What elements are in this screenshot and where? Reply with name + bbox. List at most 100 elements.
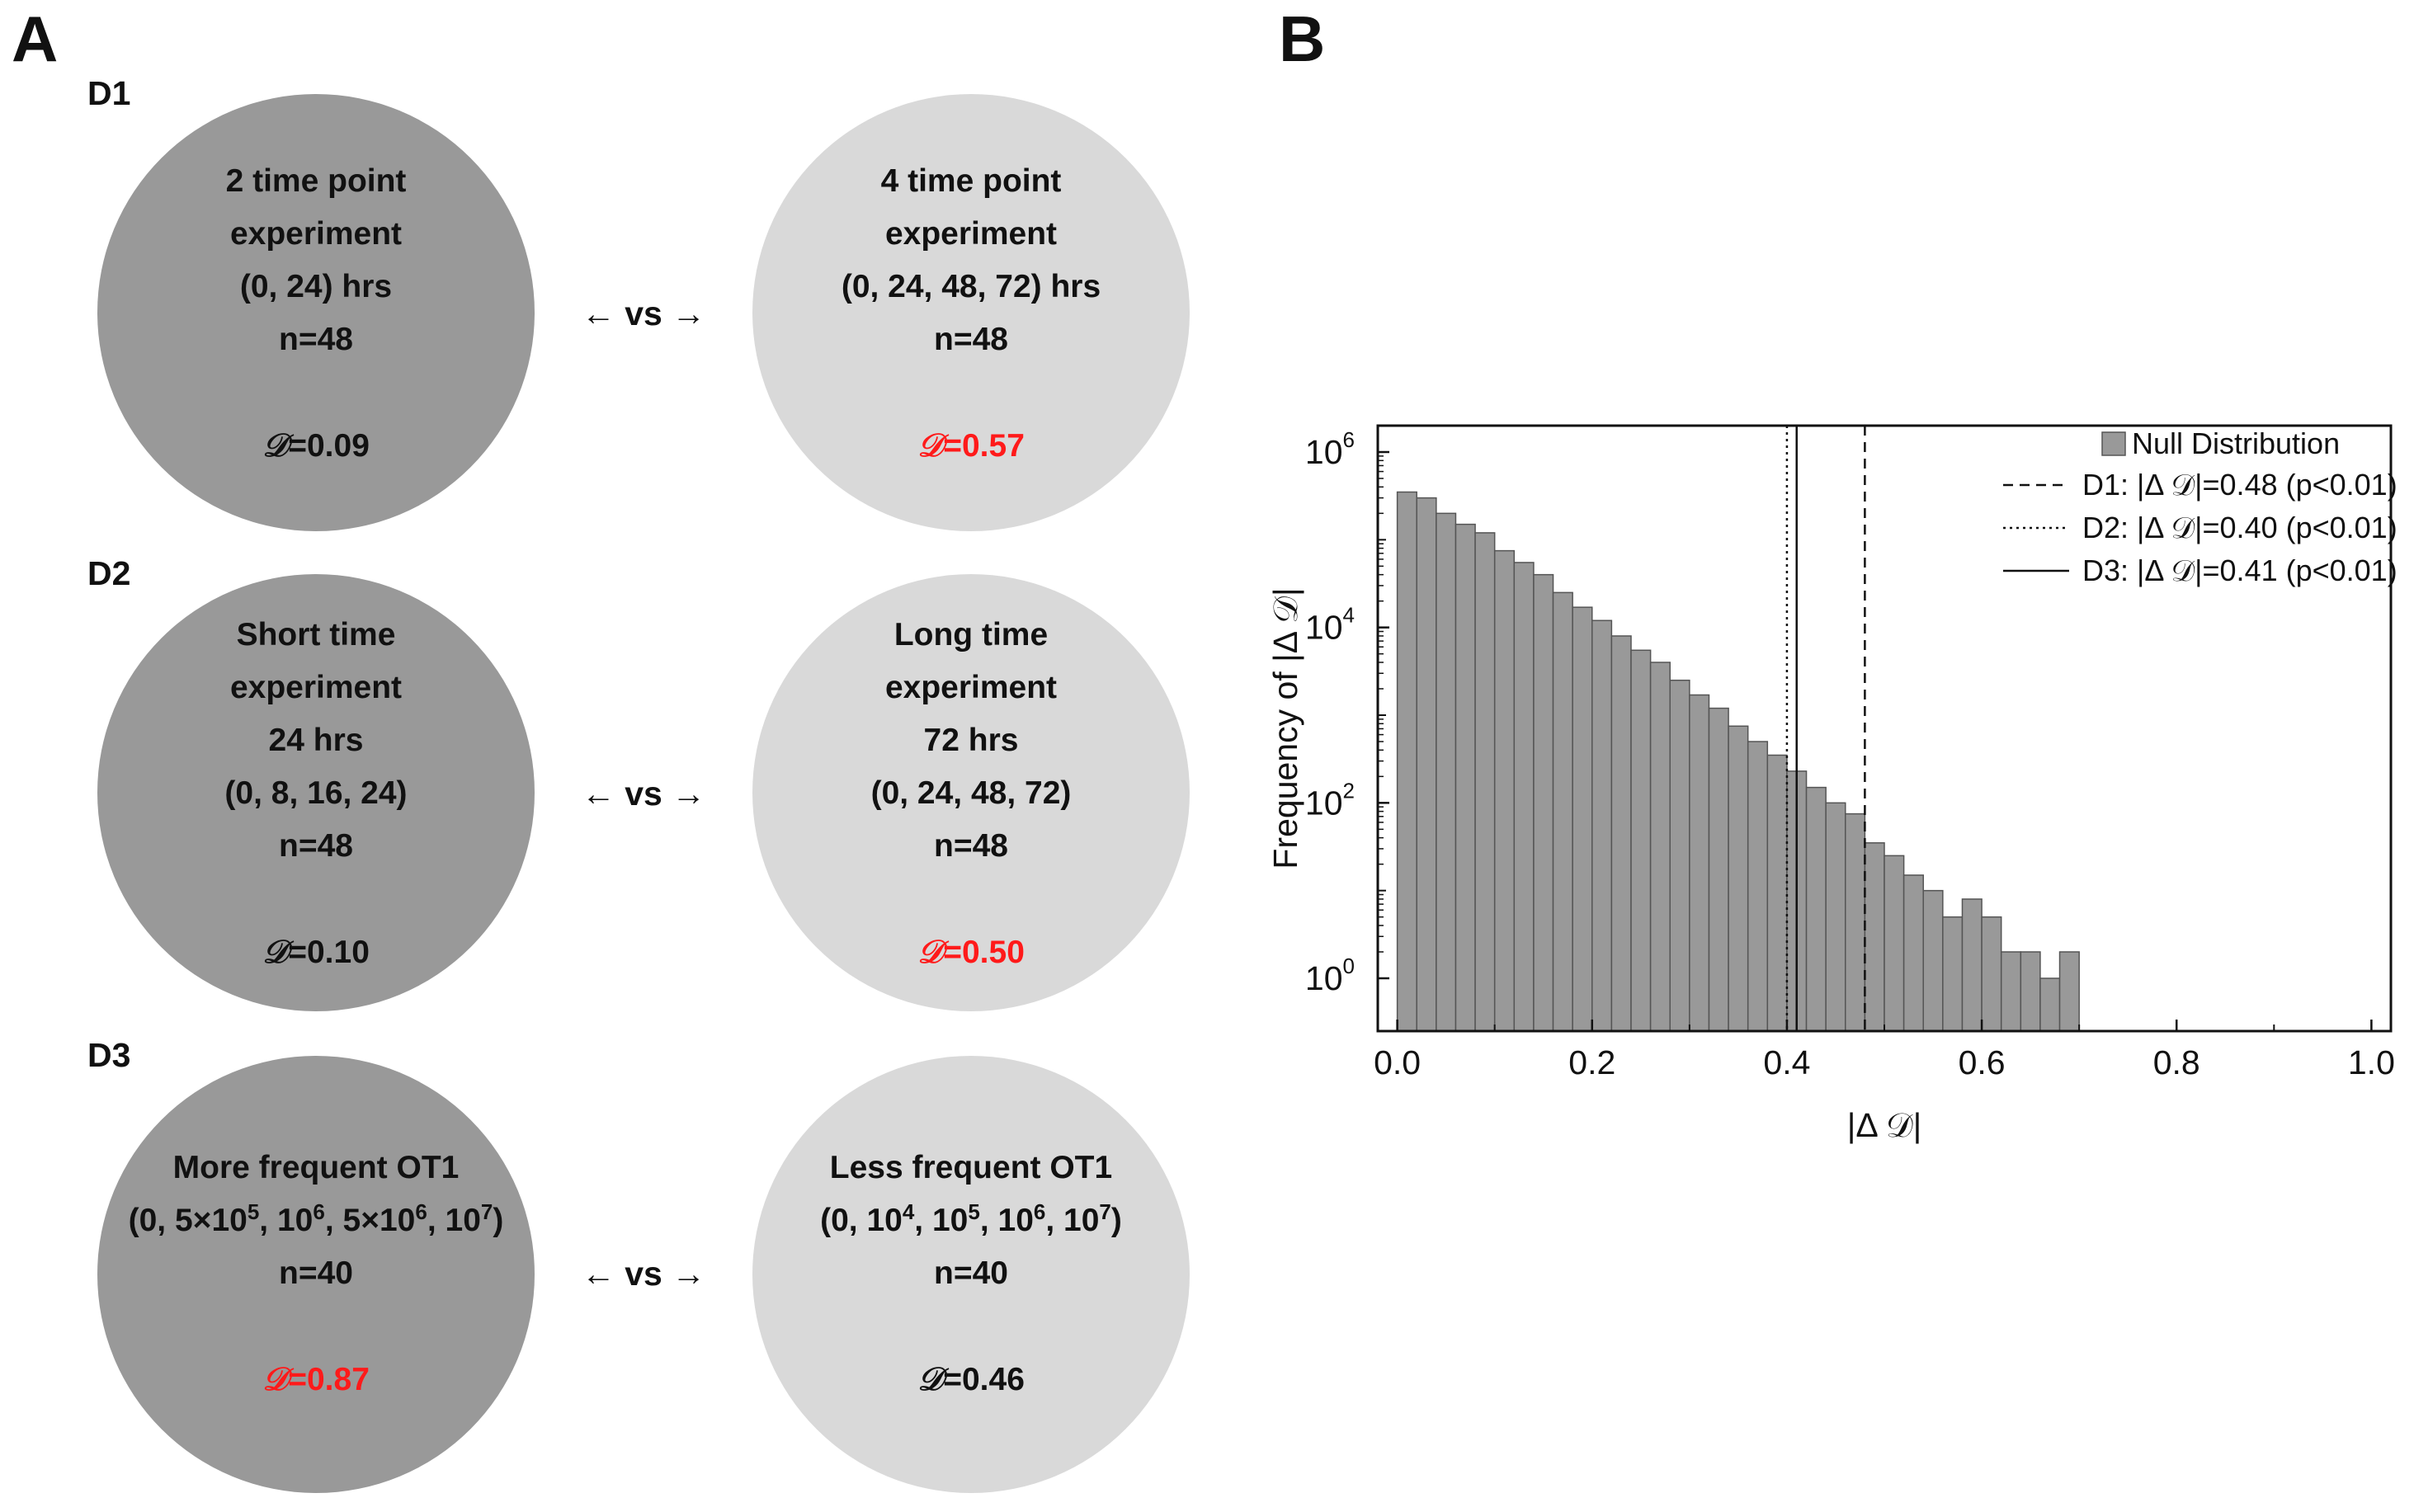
d3-left-title: More frequent OT1 xyxy=(172,1150,460,1185)
row-label-d1: D1 xyxy=(87,74,131,112)
d1-left-d-value: 𝒟=0.09 xyxy=(262,426,370,464)
histogram-bar xyxy=(1747,741,1769,1032)
histogram-chart: 0.0 0.2 0.4 0.6 0.8 1.0 100 102 104 106 |Δ 𝒟| Fr… xyxy=(1266,424,2397,1144)
histogram-bar xyxy=(2020,951,2041,1032)
histogram-bar xyxy=(1669,679,1690,1032)
histogram-bar xyxy=(2058,951,2080,1032)
histogram-bar xyxy=(1961,898,1983,1032)
histogram-bar xyxy=(1981,916,2002,1032)
histogram-bar xyxy=(1902,874,1924,1032)
d2-left-circle: Short time experiment 24 hrs (0, 8, 16, … xyxy=(97,574,535,1011)
histogram-bar xyxy=(1649,662,1671,1032)
d2-right-d-value: 𝒟=0.50 xyxy=(917,933,1025,971)
d2-right-line-5: n=48 xyxy=(934,828,1008,864)
y-tick-label: 106 xyxy=(1305,427,1355,471)
histogram-bar xyxy=(1630,649,1652,1032)
d3-right-title: Less frequent OT1 xyxy=(829,1150,1113,1185)
histogram-bar xyxy=(1436,512,1457,1032)
histogram-bar xyxy=(2000,951,2022,1032)
reference-lines xyxy=(1785,426,1866,1031)
histogram-bars xyxy=(1396,491,2080,1032)
x-axis-label: |Δ 𝒟| xyxy=(1847,1106,1922,1144)
histogram-bar xyxy=(1493,549,1516,1032)
y-axis-label: Frequency of |Δ 𝒟| xyxy=(1266,587,1304,869)
d2-left-d-value: 𝒟=0.10 xyxy=(262,933,370,971)
x-tick-label: 1.0 xyxy=(2348,1043,2395,1081)
d1-right-circle: 4 time point experiment (0, 24, 48, 72) … xyxy=(752,94,1190,531)
x-tick-label: 0.2 xyxy=(1568,1043,1615,1081)
chart-legend: Null Distribution D1: |Δ 𝒟|=0.48 (p<0.01)… xyxy=(2003,426,2397,587)
d1-left-line-3: (0, 24) hrs xyxy=(239,269,393,304)
d3-left-circle: More frequent OT1 (0, 5×105, 106, 5×106,… xyxy=(97,1056,535,1493)
histogram-bar xyxy=(1728,725,1749,1032)
legend-label-ref: D1: |Δ 𝒟|=0.48 (p<0.01) xyxy=(2082,468,2397,502)
d2-left-line-2: experiment xyxy=(229,670,403,705)
d1-vs-arrows: ← vs → xyxy=(581,294,706,332)
d3-right-timepoints: (0, 104, 105, 106, 107) xyxy=(820,1199,1122,1238)
panel-a-label: A xyxy=(12,2,59,75)
histogram-bar xyxy=(1591,619,1613,1032)
d1-left-circle: 2 time point experiment (0, 24) hrs n=48… xyxy=(97,94,535,531)
d2-left-line-1: Short time xyxy=(236,617,396,652)
histogram-bar xyxy=(1610,635,1632,1032)
histogram-bar xyxy=(1766,754,1788,1032)
d2-vs-arrows: ← vs → xyxy=(581,775,706,813)
x-tick-label: 0.0 xyxy=(1374,1043,1421,1081)
x-tick-label: 0.6 xyxy=(1959,1043,2006,1081)
d2-right-circle: Long time experiment 72 hrs (0, 24, 48, … xyxy=(752,574,1190,1011)
legend-label-ref: D2: |Δ 𝒟|=0.40 (p<0.01) xyxy=(2082,511,2397,544)
d1-right-line-4: n=48 xyxy=(934,322,1008,357)
d2-left-line-4: (0, 8, 16, 24) xyxy=(224,775,408,811)
histogram-bar xyxy=(1474,532,1496,1032)
x-tick-label: 0.8 xyxy=(2153,1043,2200,1081)
d1-right-line-3: (0, 24, 48, 72) hrs xyxy=(841,269,1101,304)
d2-right-line-4: (0, 24, 48, 72) xyxy=(870,775,1072,811)
histogram-bar xyxy=(1864,842,1885,1032)
histogram-bar xyxy=(1884,855,1905,1032)
histogram-bar xyxy=(1552,591,1573,1032)
histogram-bar xyxy=(1396,491,1417,1032)
histogram-bar xyxy=(1845,813,1866,1032)
d1-left-line-1: 2 time point xyxy=(225,163,407,199)
y-tick-label: 100 xyxy=(1305,954,1355,997)
d3-right-circle: Less frequent OT1 (0, 104, 105, 106, 107… xyxy=(752,1056,1190,1493)
d2-right-line-3: 72 hrs xyxy=(923,723,1019,758)
d3-right-n: n=40 xyxy=(934,1255,1008,1291)
histogram-bar xyxy=(1513,562,1535,1032)
d3-right-d-value: 𝒟=0.46 xyxy=(917,1360,1025,1398)
legend-label-ref: D3: |Δ 𝒟|=0.41 (p<0.01) xyxy=(2082,553,2397,587)
legend-label-null: Null Distribution xyxy=(2132,426,2340,460)
d1-right-line-1: 4 time point xyxy=(880,163,1062,199)
histogram-bar xyxy=(1689,694,1710,1032)
d1-right-d-value: 𝒟=0.57 xyxy=(917,426,1025,464)
legend-swatch-null xyxy=(2101,431,2126,456)
x-axis-ticks: 0.0 0.2 0.4 0.6 0.8 1.0 xyxy=(1374,1020,2395,1081)
histogram-bar xyxy=(1455,523,1476,1032)
row-label-d3: D3 xyxy=(87,1036,131,1074)
d3-left-timepoints: (0, 5×105, 106, 5×106, 107) xyxy=(128,1199,504,1238)
d1-left-line-2: experiment xyxy=(229,216,403,252)
histogram-bar xyxy=(1942,916,1964,1032)
histogram-bar xyxy=(2039,977,2061,1032)
row-label-d2: D2 xyxy=(87,554,131,592)
histogram-bar xyxy=(1572,606,1593,1032)
d1-right-line-2: experiment xyxy=(884,216,1058,252)
panel-b-label: B xyxy=(1279,2,1326,75)
histogram-bar xyxy=(1708,707,1729,1032)
histogram-bar xyxy=(1825,802,1846,1032)
d2-right-line-1: Long time xyxy=(893,617,1049,652)
histogram-bar xyxy=(1416,497,1437,1032)
histogram-bar xyxy=(1805,786,1827,1032)
d2-right-line-2: experiment xyxy=(884,670,1058,705)
y-tick-label: 104 xyxy=(1305,603,1355,647)
d3-vs-arrows: ← vs → xyxy=(581,1255,706,1293)
y-tick-label: 102 xyxy=(1305,778,1355,822)
histogram-bar xyxy=(1533,573,1554,1032)
d2-left-line-3: 24 hrs xyxy=(268,723,364,758)
d3-left-n: n=40 xyxy=(279,1255,353,1291)
d1-left-line-4: n=48 xyxy=(279,322,353,357)
d2-left-line-5: n=48 xyxy=(279,828,353,864)
x-tick-label: 0.4 xyxy=(1763,1043,1810,1081)
d3-left-d-value: 𝒟=0.87 xyxy=(262,1360,370,1398)
histogram-bar xyxy=(1922,889,1944,1032)
